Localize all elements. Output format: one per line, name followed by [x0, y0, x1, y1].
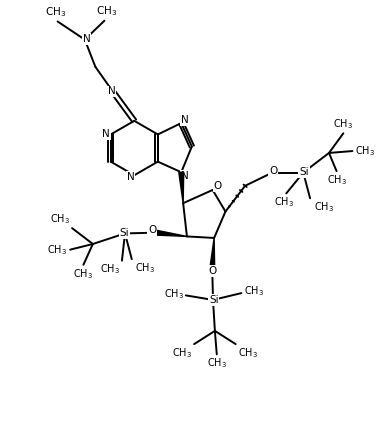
Text: CH$_3$: CH$_3$	[172, 347, 192, 360]
Text: CH$_3$: CH$_3$	[135, 261, 155, 275]
Text: O: O	[148, 225, 156, 235]
Text: CH$_3$: CH$_3$	[45, 5, 66, 19]
Text: Si: Si	[209, 295, 219, 305]
Polygon shape	[179, 172, 184, 203]
Text: CH$_3$: CH$_3$	[238, 347, 257, 360]
Text: CH$_3$: CH$_3$	[274, 196, 295, 210]
Text: Si: Si	[120, 228, 129, 239]
Text: N: N	[108, 87, 115, 96]
Polygon shape	[210, 238, 215, 269]
Text: N: N	[83, 34, 91, 44]
Text: CH$_3$: CH$_3$	[96, 4, 117, 18]
Text: O: O	[209, 266, 217, 276]
Text: N: N	[181, 115, 189, 125]
Text: CH$_3$: CH$_3$	[314, 201, 334, 215]
Text: N: N	[181, 171, 189, 181]
Text: CH$_3$: CH$_3$	[47, 243, 67, 256]
Text: CH$_3$: CH$_3$	[355, 144, 376, 158]
Text: Si: Si	[299, 167, 309, 177]
Text: CH$_3$: CH$_3$	[327, 173, 346, 187]
Text: CH$_3$: CH$_3$	[163, 287, 183, 301]
Text: CH$_3$: CH$_3$	[73, 267, 94, 281]
Text: CH$_3$: CH$_3$	[100, 263, 120, 277]
Text: CH$_3$: CH$_3$	[50, 212, 70, 226]
Text: CH$_3$: CH$_3$	[244, 285, 264, 298]
Text: O: O	[214, 181, 222, 191]
Text: O: O	[269, 166, 277, 176]
Text: CH$_3$: CH$_3$	[207, 357, 227, 370]
Text: N: N	[126, 172, 134, 182]
Text: N: N	[102, 129, 110, 139]
Polygon shape	[155, 230, 187, 236]
Text: CH$_3$: CH$_3$	[333, 117, 353, 131]
